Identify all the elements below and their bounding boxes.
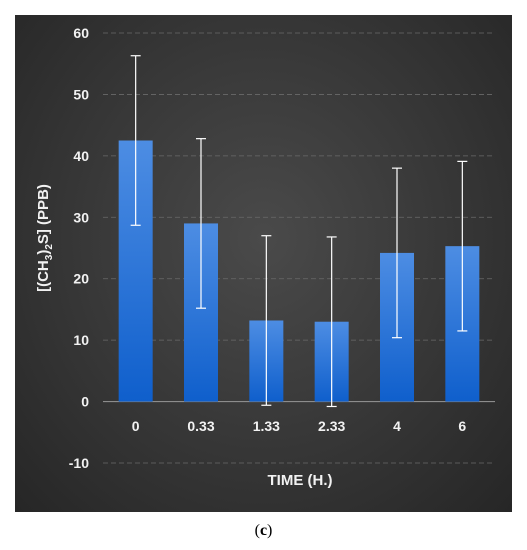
x-axis-title: TIME (H.) [268,472,333,489]
y-axis-title-mid: ) [35,250,52,255]
y-axis-title-sub2: 2 [44,244,55,250]
error-bar-1.33 [261,235,272,406]
y-tick-label: 60 [73,25,89,41]
y-axis-title-close: S] (PPB) [35,184,52,244]
x-tick-label: 6 [458,418,466,434]
y-tick-label: 10 [73,332,89,348]
x-tick-label: 4 [393,418,401,434]
y-tick-label: 40 [73,148,89,164]
y-axis-title-open: [(CH [35,260,52,292]
chart-panel: -10 0 10 20 30 40 50 60 0 0.33 1.33 2.33 4 6 TIME (H… [15,15,512,512]
y-tick-labels: -10 0 10 20 30 40 50 60 [69,25,89,471]
y-axis-title: [(CH3)2S] (PPB) [35,184,55,292]
x-tick-label: 0 [132,418,140,434]
x-tick-label: 1.33 [253,418,280,434]
caption-open: ( [254,522,260,539]
error-bar-2.33 [326,236,337,408]
x-tick-labels: 0 0.33 1.33 2.33 4 6 [132,418,467,434]
x-tick-label: 2.33 [318,418,345,434]
y-axis-title-sub1: 3 [44,254,55,260]
y-tick-label: 0 [81,394,89,410]
bar-chart: -10 0 10 20 30 40 50 60 0 0.33 1.33 2.33 4 6 TIME (H… [35,25,495,489]
gridlines [103,32,495,464]
error-bar-0.33 [196,138,206,309]
caption-close: ) [267,522,273,539]
y-tick-label: 50 [73,86,89,102]
bars [118,140,480,402]
error-bars [130,55,468,408]
figure-caption: (c) [0,522,527,540]
x-tick-label: 0.33 [187,418,214,434]
y-tick-label: -10 [69,455,89,471]
error-bar-6 [457,160,468,332]
caption-letter: c [259,522,268,539]
y-tick-label: 20 [73,271,89,287]
error-bar-4 [392,167,402,339]
error-bar-0 [130,55,141,226]
y-tick-label: 30 [73,209,89,225]
